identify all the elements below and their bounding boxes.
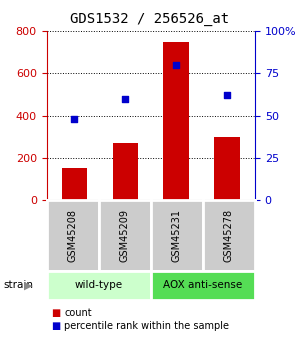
Text: GDS1532 / 256526_at: GDS1532 / 256526_at <box>70 12 230 26</box>
Bar <box>62 168 87 200</box>
Text: strain: strain <box>3 280 33 290</box>
Point <box>123 96 128 101</box>
Bar <box>164 42 189 200</box>
Text: count: count <box>64 308 92 318</box>
Bar <box>112 143 138 200</box>
Point <box>174 62 178 68</box>
Bar <box>214 137 240 200</box>
Text: GSM45209: GSM45209 <box>120 209 130 262</box>
Text: GSM45278: GSM45278 <box>224 209 234 262</box>
Text: wild-type: wild-type <box>75 280 123 290</box>
Point <box>72 116 77 122</box>
Text: ▶: ▶ <box>24 280 33 290</box>
Text: percentile rank within the sample: percentile rank within the sample <box>64 321 230 331</box>
Text: GSM45231: GSM45231 <box>172 209 182 262</box>
Text: AOX anti-sense: AOX anti-sense <box>163 280 242 290</box>
Text: GSM45208: GSM45208 <box>68 209 78 262</box>
Point <box>225 92 230 98</box>
Text: ■: ■ <box>51 321 60 331</box>
Text: ■: ■ <box>51 308 60 318</box>
